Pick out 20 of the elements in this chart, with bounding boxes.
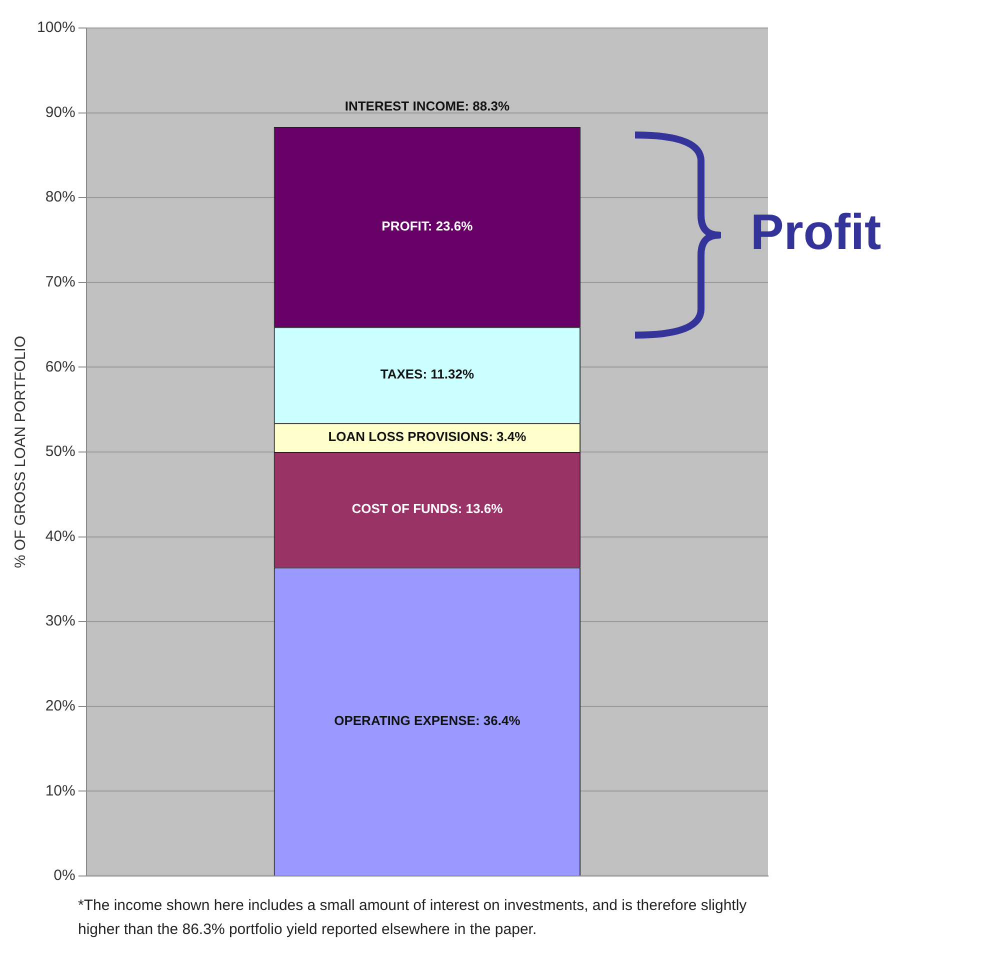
text: *The income shown here includes a small amount of interest on investments, and is therefore slightly higher than the 86.3% portfolio yield reported elsewhere in the paper. xyxy=(78,896,748,940)
y-tick-label: 30% xyxy=(45,612,76,630)
data-label: OPERATING EXPENSE: 36.4% xyxy=(334,712,521,728)
y-tick-label: 20% xyxy=(45,698,76,715)
y-tick-label: 100% xyxy=(36,19,76,36)
total-label: INTEREST INCOME: 88.3% xyxy=(344,98,510,114)
data-label: TAXES: 11.32% xyxy=(380,366,474,382)
y-tick-label: 60% xyxy=(45,358,76,376)
y-tick-label: 0% xyxy=(54,867,76,884)
annotation: Profit xyxy=(750,203,882,262)
data-label: LOAN LOSS PROVISIONS: 3.4% xyxy=(328,429,527,444)
y-tick-label: 10% xyxy=(45,782,76,800)
y-tick-label: 90% xyxy=(45,104,76,121)
y-tick-label: 80% xyxy=(45,188,76,206)
y-axis-title: % OF GROSS LOAN PORTFOLIO xyxy=(12,336,30,568)
data-label: COST OF FUNDS: 13.6% xyxy=(352,501,504,516)
data-label: PROFIT: 23.6% xyxy=(382,218,474,234)
y-tick-label: 50% xyxy=(45,443,76,460)
y-tick-label: 40% xyxy=(45,528,76,545)
y-tick-label: 70% xyxy=(45,274,76,291)
